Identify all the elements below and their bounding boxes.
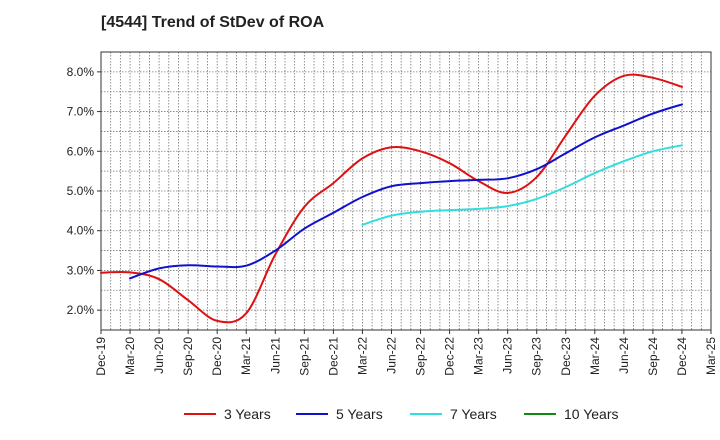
x-tick-label: Mar-20 — [123, 337, 137, 375]
x-tick-label: Jun-24 — [617, 337, 631, 374]
legend: 3 Years 5 Years 7 Years 10 Years — [184, 406, 619, 422]
x-tick-label: Mar-24 — [588, 337, 602, 375]
series-line-3-years — [100, 73, 683, 324]
x-tick-label: Sep-20 — [181, 337, 195, 376]
legend-label-5-years: 5 Years — [336, 406, 383, 422]
x-tick-label: Jun-21 — [268, 337, 282, 374]
x-tick-label: Dec-24 — [675, 337, 689, 376]
x-tick-label: Mar-23 — [472, 337, 486, 375]
x-tick-label: Sep-23 — [530, 337, 544, 376]
x-tick-label: Mar-25 — [704, 337, 718, 375]
x-tick-label: Dec-23 — [559, 337, 573, 376]
x-tick-label: Mar-21 — [239, 337, 253, 375]
x-tick-label: Dec-21 — [326, 337, 340, 376]
grid — [101, 52, 711, 330]
y-tick-label: 4.0% — [67, 224, 95, 238]
x-tick-label: Sep-24 — [646, 337, 660, 376]
legend-label-3-years: 3 Years — [224, 406, 271, 422]
legend-label-10-years: 10 Years — [564, 406, 619, 422]
chart-title: [4544] Trend of StDev of ROA — [101, 14, 325, 31]
x-tick-label: Dec-19 — [94, 337, 108, 376]
y-tick-label: 6.0% — [67, 144, 95, 158]
y-tick-label: 8.0% — [67, 65, 95, 79]
y-tick-label: 5.0% — [67, 184, 95, 198]
y-tick-label: 7.0% — [67, 105, 95, 119]
y-axis-ticks: 2.0% 3.0% 4.0% 5.0% 6.0% 7.0% 8.0% — [67, 65, 101, 317]
y-tick-label: 3.0% — [67, 263, 95, 277]
x-tick-label: Sep-22 — [414, 337, 428, 376]
x-tick-label: Jun-20 — [152, 337, 166, 374]
x-tick-label: Mar-22 — [355, 337, 369, 375]
series-lines — [100, 73, 683, 324]
series-line-7-years — [361, 144, 683, 226]
series-line-5-years — [129, 103, 683, 280]
y-tick-label: 2.0% — [67, 303, 95, 317]
legend-label-7-years: 7 Years — [450, 406, 497, 422]
x-tick-label: Sep-21 — [297, 337, 311, 376]
x-axis-ticks: Dec-19 Mar-20 Jun-20 Sep-20 Dec-20 Mar-21 Jun-… — [94, 330, 718, 376]
x-tick-label: Jun-22 — [384, 337, 398, 374]
x-tick-label: Jun-23 — [501, 337, 515, 374]
x-tick-label: Dec-20 — [210, 337, 224, 376]
x-tick-label: Dec-22 — [443, 337, 457, 376]
